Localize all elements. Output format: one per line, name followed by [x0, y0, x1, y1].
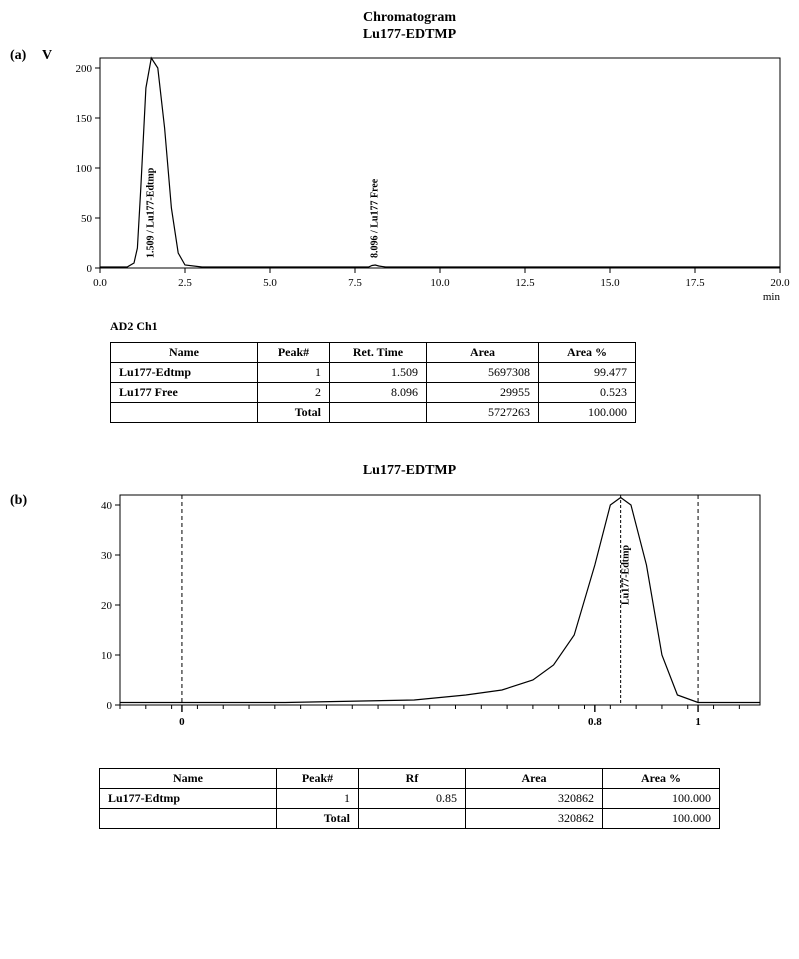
- svg-text:5.0: 5.0: [263, 277, 277, 289]
- svg-text:0: 0: [87, 263, 93, 275]
- col-header: Peak#: [277, 768, 359, 788]
- page-title: Chromatogram Lu177-EDTMP: [10, 10, 799, 44]
- svg-text:100: 100: [76, 163, 93, 175]
- table-cell: 1: [277, 788, 359, 808]
- col-header: Area: [466, 768, 603, 788]
- col-header: Ret. Time: [330, 342, 427, 362]
- table-cell: 320862: [466, 788, 603, 808]
- table-cell: 1: [258, 362, 330, 382]
- col-header: Rf: [359, 768, 466, 788]
- table-cell: 1.509: [330, 362, 427, 382]
- svg-text:2.5: 2.5: [178, 277, 192, 289]
- table-cell: 100.000: [539, 402, 636, 422]
- svg-text:0.0: 0.0: [93, 277, 107, 289]
- svg-text:0.8: 0.8: [588, 716, 602, 728]
- svg-text:12.5: 12.5: [515, 277, 535, 289]
- table-cell: 5697308: [427, 362, 539, 382]
- chromatogram-a: 0 50 100 150 200 0.0 2.5 5.0 7.5 10.0 12.5 15.0 17.5…: [50, 48, 790, 308]
- svg-text:10: 10: [101, 650, 113, 662]
- col-header: Name: [100, 768, 277, 788]
- col-header: Area %: [539, 342, 636, 362]
- header-line2: Lu177-EDTMP: [363, 27, 456, 42]
- col-header: Area %: [603, 768, 720, 788]
- table-cell: [330, 402, 427, 422]
- table-cell: 29955: [427, 382, 539, 402]
- svg-text:1.509 / Lu177-Edtmp: 1.509 / Lu177-Edtmp: [145, 167, 156, 258]
- col-header: Area: [427, 342, 539, 362]
- svg-text:Lu177-Edtmp: Lu177-Edtmp: [621, 544, 632, 604]
- table-cell: 320862: [466, 808, 603, 828]
- svg-text:10.0: 10.0: [430, 277, 450, 289]
- svg-text:20.0: 20.0: [770, 277, 790, 289]
- svg-text:20: 20: [101, 600, 113, 612]
- table-cell: [100, 808, 277, 828]
- table-cell: [111, 402, 258, 422]
- svg-text:50: 50: [81, 213, 93, 225]
- table-cell: 2: [258, 382, 330, 402]
- table-a-caption: AD2 Ch1: [110, 319, 799, 334]
- col-header: Peak#: [258, 342, 330, 362]
- table-b: NamePeak#RfAreaArea % Lu177-Edtmp10.85320…: [99, 768, 720, 829]
- table-cell: 0.523: [539, 382, 636, 402]
- table-cell: 8.096: [330, 382, 427, 402]
- chromatogram-b: 0 10 20 30 40 0 0.8 1 Lu177-Edtmp: [70, 485, 770, 735]
- table-cell: Total: [258, 402, 330, 422]
- table-cell: Total: [277, 808, 359, 828]
- svg-text:0: 0: [179, 716, 185, 728]
- header-line1: Chromatogram: [363, 10, 456, 25]
- table-a: NamePeak#Ret. TimeAreaArea %Lu177-Edtmp1…: [110, 342, 636, 423]
- svg-text:150: 150: [76, 113, 93, 125]
- panel-b-label: (b): [10, 493, 27, 509]
- panel-a-label: (a): [10, 48, 26, 64]
- table-cell: 100.000: [603, 808, 720, 828]
- svg-text:min: min: [763, 291, 781, 303]
- panel-b-title: Lu177-EDTMP: [10, 463, 799, 479]
- svg-text:7.5: 7.5: [348, 277, 362, 289]
- svg-text:15.0: 15.0: [600, 277, 620, 289]
- table-cell: 0.85: [359, 788, 466, 808]
- svg-text:200: 200: [76, 63, 93, 75]
- svg-text:40: 40: [101, 500, 113, 512]
- svg-text:8.096 / Lu177 Free: 8.096 / Lu177 Free: [369, 178, 380, 258]
- svg-text:30: 30: [101, 550, 113, 562]
- table-cell: 5727263: [427, 402, 539, 422]
- table-cell: Lu177 Free: [111, 382, 258, 402]
- svg-text:1: 1: [695, 716, 701, 728]
- svg-text:17.5: 17.5: [685, 277, 705, 289]
- table-cell: Lu177-Edtmp: [111, 362, 258, 382]
- table-cell: [359, 808, 466, 828]
- svg-text:0: 0: [107, 700, 113, 712]
- table-cell: 100.000: [603, 788, 720, 808]
- table-cell: Lu177-Edtmp: [100, 788, 277, 808]
- table-cell: 99.477: [539, 362, 636, 382]
- col-header: Name: [111, 342, 258, 362]
